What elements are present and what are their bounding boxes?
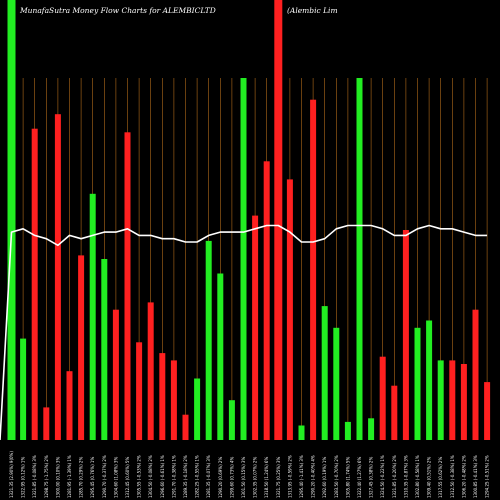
x-tick-label: 1321.75 (0.25%) 3%: [276, 457, 281, 498]
price-line: [0, 224, 488, 441]
x-tick-label: 1290.70 (-0.37%) 2%: [102, 455, 107, 498]
bar-down: [78, 255, 85, 440]
x-tick-label: 1291.70 (-0.38%) 1%: [171, 455, 176, 498]
bar-down: [274, 0, 283, 440]
bar-down: [472, 309, 479, 440]
x-tick-label: 1290.20 (-0.40%) 4%: [311, 455, 316, 498]
x-tick-label: 1283.50 (-0.70%) 2%: [334, 455, 339, 498]
x-tick-labels: 1321.35 (2.90%) 9(0%) 1322.95 (0.12%) 1% 1…: [9, 451, 490, 498]
x-tick-label: 1281.35 (-0.07%) 3%: [206, 455, 211, 498]
bar-down: [460, 364, 467, 440]
x-tick-label: 1295.40 (-1.41%) 3%: [299, 455, 304, 498]
bar-down: [54, 114, 61, 440]
bar-down: [402, 230, 409, 440]
x-tick-label: 1304.60 (1.08%) 3%: [113, 457, 118, 498]
x-tick-label: 1306.20 (-0.48%) 2%: [461, 455, 466, 498]
bar-up: [333, 327, 340, 440]
bar-up: [437, 360, 444, 440]
x-tick-label: 1313.95 (-0.59%) 2%: [287, 455, 292, 498]
x-tick-label: 1324.50 (-0.22%) 1%: [380, 455, 385, 498]
bar-down: [31, 128, 38, 440]
x-tick-label: 1282.25 (-0.55%) 1%: [195, 455, 200, 498]
bar-up: [298, 425, 305, 440]
chart-subtitle: (Alembic Lim: [287, 6, 338, 15]
x-tick-label: 1321.85 (-0.08%) 3%: [32, 455, 37, 498]
bar-down: [484, 382, 491, 440]
x-tick-label: 1305.80 (1.74%) 5%: [345, 457, 350, 498]
bar-down: [449, 360, 456, 440]
bar-up: [194, 378, 201, 440]
bar-down: [182, 414, 189, 440]
bars: [7, 0, 491, 441]
x-tick-label: 1294.25 (-0.51%) 2%: [485, 455, 490, 498]
bar-down: [170, 360, 177, 440]
bar-down: [159, 353, 166, 440]
bar-down: [136, 342, 143, 440]
x-tick-label: 1304.50 (-0.08%) 2%: [148, 455, 153, 498]
x-tick-label: 1300.00 (0.10%) 3%: [55, 457, 60, 498]
bar-up: [356, 78, 363, 440]
bar-up: [368, 418, 375, 440]
x-tick-label: 1300.85 (-0.41%) 3%: [473, 455, 478, 498]
bar-down: [147, 302, 154, 440]
x-tick-label: 1289.35 (-0.18%) 2%: [183, 455, 188, 498]
bar-down: [124, 132, 131, 441]
x-tick-label: 1301.50 (0.15%) 3%: [241, 457, 246, 498]
x-tick-label: 1312.45 (0.60%) 5%: [125, 457, 130, 498]
bar-down: [310, 99, 317, 440]
bar-up: [228, 400, 235, 440]
x-tick-label: 1295.45 (0.76%) 1%: [90, 457, 95, 498]
bar-up: [101, 259, 108, 440]
chart-title: MunafaSutra Money Flow Charts for ALEMBI…: [19, 6, 216, 15]
bar-up: [344, 421, 351, 440]
bar-down: [379, 356, 386, 440]
bar-down: [252, 215, 259, 440]
bar-up: [89, 193, 96, 440]
bar-up: [426, 320, 433, 440]
x-tick-label: 1302.35 (0.07%) 2%: [253, 457, 258, 498]
bar-down: [391, 385, 398, 440]
bar-down: [112, 309, 119, 440]
x-tick-label: 1292.60 (0.19%) 1%: [322, 457, 327, 498]
bar-up: [240, 78, 247, 440]
x-tick-label: 1322.95 (0.12%) 1%: [21, 457, 26, 498]
x-tick-label: 1305.55 (-0.53%) 2%: [137, 455, 142, 498]
x-tick-label: 1312.50 (-0.38%) 1%: [450, 455, 455, 498]
x-tick-label: 1322.40 (1.27%) 6%: [357, 457, 362, 498]
bar-up: [321, 306, 328, 440]
x-tick-label: 1290.20 (0.69%) 2%: [218, 457, 223, 498]
x-tick-label: 1317.55 (0.62%) 2%: [438, 457, 443, 498]
bar-up: [7, 0, 16, 440]
x-tick-label: 1321.85 (-0.20%) 2%: [392, 455, 397, 498]
x-tick-label: 1327.45 (0.38%) 2%: [369, 457, 374, 498]
x-tick-label: 1321.35 (2.90%) 9(0%): [9, 451, 14, 498]
x-tick-label: 1285.70 (0.29%) 2%: [79, 457, 84, 498]
bar-up: [217, 273, 224, 440]
bar-up: [205, 240, 212, 440]
bar-up: [20, 338, 27, 440]
price-line-path: [0, 224, 488, 441]
x-tick-label: 1309.40 (0.51%) 2%: [427, 457, 432, 498]
bar-up: [414, 327, 421, 440]
bar-down: [43, 407, 50, 440]
x-tick-label: 1299.60 (0.73%) 4%: [229, 457, 234, 498]
bar-down: [263, 161, 270, 441]
x-tick-label: 1302.80 (-0.58%) 1%: [415, 455, 420, 498]
x-tick-label: 1310.35 (-0.87%) 3%: [403, 455, 408, 498]
bar-down: [66, 371, 73, 440]
x-tick-label: 1281.95 (-1.39%) 1%: [67, 455, 72, 498]
bar-down: [286, 179, 293, 440]
x-tick-label: 1298.75 (-1.75%) 2%: [44, 455, 49, 498]
x-tick-label: 1296.60 (-0.61%) 1%: [160, 455, 165, 498]
x-tick-label: 1318.50 (1.24%) 6%: [264, 457, 269, 498]
